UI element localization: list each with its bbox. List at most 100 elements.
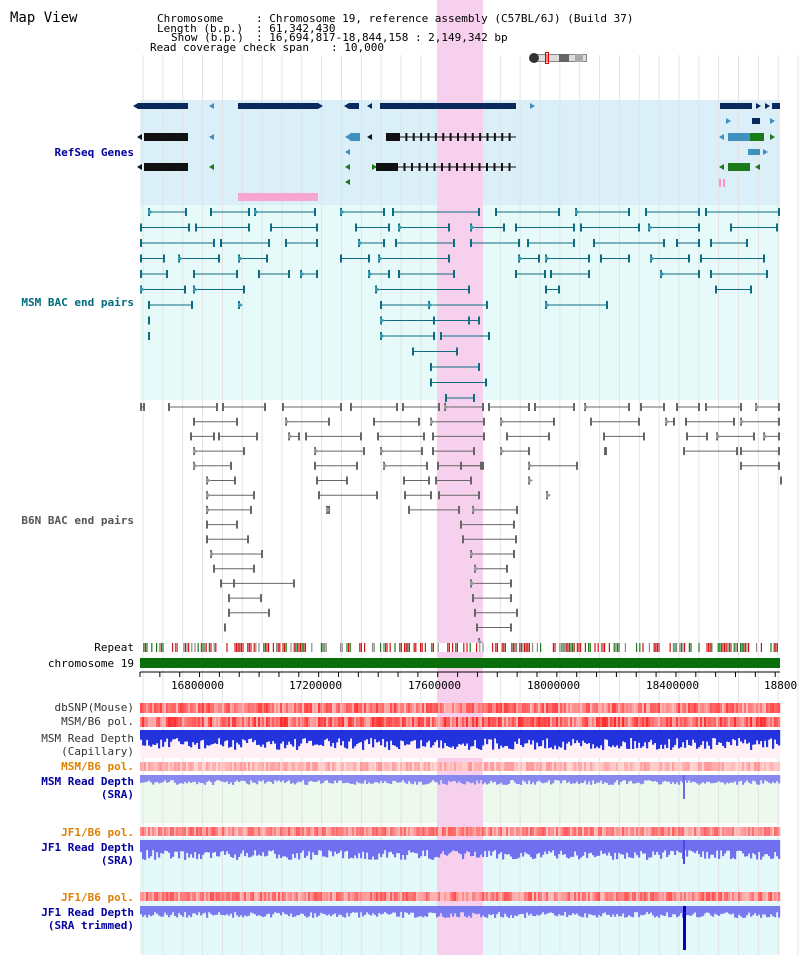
jf1-b6-pol-trimmed-heat (580, 892, 583, 901)
jf1-sra-depth (666, 840, 669, 858)
jf1-sra-depth (162, 840, 165, 854)
msm-b6-pol-heat (614, 717, 617, 727)
msm-sra-depth (602, 775, 605, 784)
msm-sra-depth (510, 775, 513, 781)
jf1-b6-pol-heat (692, 827, 695, 836)
msm-b6-pol-sra-heat (740, 762, 743, 771)
dbsnp-heat (590, 703, 593, 713)
msm-sra-depth (488, 775, 491, 784)
jf1-trimmed-depth (454, 906, 457, 914)
dbsnp-heat (196, 703, 199, 713)
jf1-b6-pol-heat (628, 827, 631, 836)
msm-bac-label: MSM BAC end pairs (21, 296, 134, 309)
msm-b6-pol-heat (744, 717, 747, 727)
jf1-sra-depth (776, 840, 779, 857)
msm-sra-depth (436, 775, 439, 783)
jf1-b6-pol-trimmed-heat (286, 892, 289, 901)
b6n-bac-arrow (500, 448, 505, 455)
msm-capillary-depth (340, 730, 343, 746)
msm-sra-depth (756, 775, 759, 785)
jf1-trimmed-depth (754, 906, 757, 914)
msm-capillary-depth (430, 730, 433, 748)
jf1-b6-pol-heat (218, 827, 221, 836)
msm-b6-pol-sra-heat (658, 762, 661, 771)
msm-b6-pol-sra-heat (636, 762, 639, 771)
jf1-b6-pol-trimmed-heat (280, 892, 283, 901)
msm-bac-end (388, 270, 390, 278)
msm-capillary-depth (540, 730, 543, 747)
msm-b6-pol-sra-heat (430, 762, 433, 771)
jf1-trimmed-depth (262, 906, 265, 917)
jf1-trimmed-depth (544, 906, 547, 915)
msm-bac-end (433, 332, 435, 340)
dbsnp-heat (490, 703, 493, 713)
dbsnp-heat (660, 703, 663, 713)
msm-sra-depth (734, 775, 737, 782)
msm-b6-pol-heat (774, 717, 777, 727)
msm-b6-pol-heat (158, 717, 161, 727)
chromosome-ideogram[interactable] (529, 52, 589, 64)
jf1-sra-depth (292, 840, 295, 854)
msm-bac-end (383, 239, 385, 247)
jf1-trimmed-depth (158, 906, 161, 916)
msm-capillary-depth (740, 730, 743, 742)
jf1-b6-pol-heat (648, 827, 651, 836)
msm-capillary-depth (502, 730, 505, 748)
msm-b6-pol-sra-heat (744, 762, 747, 771)
msm-b6-pol-heat (752, 717, 755, 727)
msm-bac-end (778, 208, 780, 216)
jf1-trimmed-depth (718, 906, 721, 916)
msm-sra-depth (562, 775, 565, 781)
msm-b6-pol-sra-heat (750, 762, 753, 771)
msm-sra-depth (732, 775, 735, 783)
jf1-trimmed-depth (326, 906, 329, 916)
jf1-b6-pol-heat (474, 827, 477, 836)
jf1-trimmed-depth (700, 906, 703, 917)
axis-tick-label: 18800 (764, 679, 798, 692)
jf1-sra-depth (320, 840, 323, 851)
jf1-b6-pol-trimmed-heat (562, 892, 565, 901)
dbsnp-heat (332, 703, 335, 713)
repeat-element (248, 643, 250, 652)
jf1-b6-pol-trimmed-heat (206, 892, 209, 901)
msm-sra-depth (388, 775, 391, 784)
msm-b6-pol-heat (462, 717, 465, 727)
dbsnp-heat (656, 703, 659, 713)
msm-capillary-depth (726, 730, 729, 742)
dbsnp-heat (594, 703, 597, 713)
msm-b6-pol-sra-heat (760, 762, 763, 771)
jf1-b6-pol-trimmed-heat (776, 892, 779, 901)
jf1-b6-pol-heat (542, 827, 545, 836)
repeat-element (295, 643, 297, 652)
msm-b6-pol-heat (292, 717, 295, 727)
msm-b6-pol-heat (426, 717, 429, 727)
gene-arrow (318, 103, 323, 109)
msm-bac-end (663, 239, 665, 247)
jf1-b6-pol-heat (302, 827, 305, 836)
msm-sra-depth (582, 775, 585, 784)
msm-b6-pol-heat (720, 717, 723, 727)
msm-b6-pol-heat (288, 717, 291, 727)
msm-b6-pol-sra-heat (378, 762, 381, 771)
jf1-b6-pol-heat (554, 827, 557, 836)
jf1-b6-pol-heat (360, 827, 363, 836)
msm-b6-pol-sra-heat (236, 762, 239, 771)
jf1-trimmed-depth (562, 906, 565, 916)
gene-feature (376, 163, 396, 171)
msm-b6-pol-sra-heat (692, 762, 695, 771)
msm-sra-depth (230, 775, 233, 783)
msm-b6-pol-sra-heat (552, 762, 555, 771)
msm-b6-pol-heat (528, 717, 531, 727)
jf1-trimmed-depth (378, 906, 381, 914)
jf1-trimmed-depth (722, 906, 725, 914)
jf1-sra-depth (678, 840, 681, 853)
msm-b6-pol-heat (580, 717, 583, 727)
jf1-b6-pol-trimmed-heat (632, 892, 635, 901)
jf1-b6-pol-heat (162, 827, 165, 836)
dbsnp-heat (250, 703, 253, 713)
msm-b6-pol-sra-heat (748, 762, 751, 771)
jf1-b6-pol-trimmed-heat (462, 892, 465, 901)
msm-b6-pol-sra-heat (414, 762, 417, 771)
dbsnp-heat (614, 703, 617, 713)
